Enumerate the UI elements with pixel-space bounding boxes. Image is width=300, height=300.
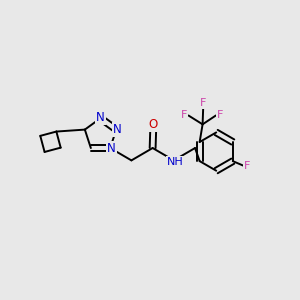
Text: N: N: [113, 123, 122, 136]
Text: NH: NH: [167, 157, 184, 166]
Text: F: F: [217, 110, 223, 121]
Text: F: F: [244, 160, 251, 170]
Text: F: F: [200, 98, 206, 108]
Text: O: O: [148, 118, 158, 131]
Text: N: N: [107, 142, 116, 154]
Text: F: F: [181, 110, 188, 121]
Text: N: N: [96, 111, 105, 124]
